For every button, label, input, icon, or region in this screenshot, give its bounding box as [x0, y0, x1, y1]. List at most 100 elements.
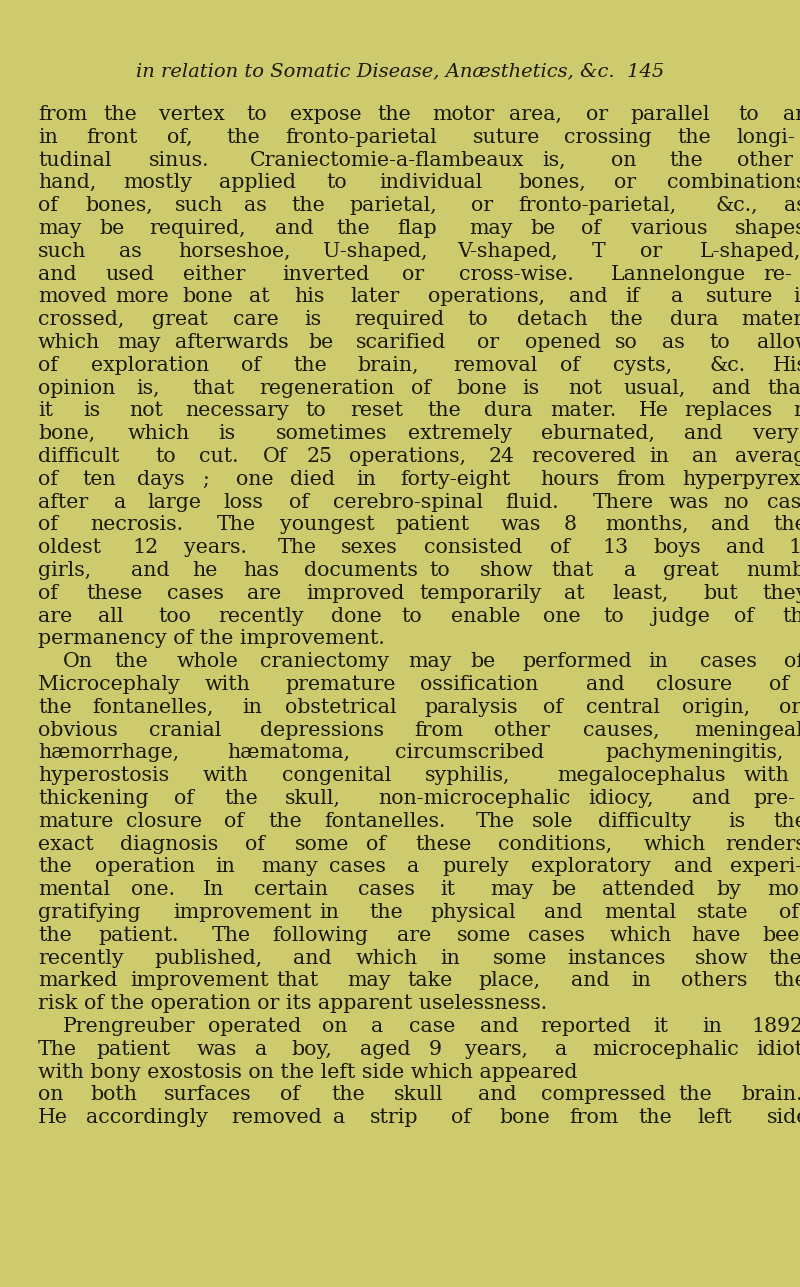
Text: a: a [254, 1040, 267, 1059]
Text: so: so [615, 333, 638, 353]
Text: the: the [114, 653, 148, 672]
Text: to: to [402, 606, 422, 625]
Text: patient: patient [96, 1040, 170, 1059]
Text: or: or [471, 196, 494, 215]
Text: of: of [245, 834, 265, 853]
Text: mater.: mater. [550, 402, 617, 421]
Text: of: of [542, 698, 562, 717]
Text: more: more [115, 287, 169, 306]
Text: great: great [152, 310, 207, 329]
Text: and: and [131, 561, 170, 580]
Text: and: and [586, 674, 625, 694]
Text: obvious: obvious [38, 721, 118, 740]
Text: and: and [692, 789, 730, 808]
Text: on: on [38, 1085, 63, 1104]
Text: suture: suture [473, 127, 541, 147]
Text: in: in [38, 127, 58, 147]
Text: instances: instances [567, 949, 666, 968]
Text: of: of [581, 219, 601, 238]
Text: of: of [779, 903, 799, 921]
Text: be: be [552, 880, 577, 900]
Text: girls,: girls, [38, 561, 91, 580]
Text: cases: cases [329, 857, 386, 876]
Text: which: which [38, 333, 100, 353]
Text: allow: allow [757, 333, 800, 353]
Text: as: as [118, 242, 142, 261]
Text: applied: applied [219, 174, 296, 192]
Text: which: which [610, 925, 672, 945]
Text: too: too [158, 606, 190, 625]
Text: necessary: necessary [185, 402, 289, 421]
Text: skull,: skull, [285, 789, 341, 808]
Text: are: are [38, 606, 72, 625]
Text: the: the [226, 127, 260, 147]
Text: it: it [654, 1017, 668, 1036]
Text: The: The [278, 538, 318, 557]
Text: of: of [38, 355, 58, 375]
Text: take: take [407, 972, 453, 991]
Text: In: In [203, 880, 225, 900]
Text: On: On [63, 653, 93, 672]
Text: documents: documents [304, 561, 418, 580]
Text: may: may [38, 219, 82, 238]
Text: paralysis: paralysis [425, 698, 518, 717]
Text: in: in [441, 949, 461, 968]
Text: very: very [753, 425, 798, 443]
Text: of: of [411, 378, 431, 398]
Text: and: and [544, 903, 582, 921]
Text: sometimes: sometimes [276, 425, 387, 443]
Text: with: with [205, 674, 250, 694]
Text: scarified: scarified [355, 333, 446, 353]
Text: closure: closure [657, 674, 733, 694]
Text: accordingly: accordingly [86, 1108, 208, 1127]
Text: one.: one. [131, 880, 175, 900]
Text: bone: bone [456, 378, 507, 398]
Text: idiocy,: idiocy, [588, 789, 654, 808]
Text: the: the [774, 972, 800, 991]
Text: front: front [86, 127, 138, 147]
Text: at: at [249, 287, 270, 306]
Text: case: case [410, 1017, 456, 1036]
Text: in: in [356, 470, 376, 489]
Text: physical: physical [430, 903, 515, 921]
Text: average: average [735, 447, 800, 466]
Text: in: in [631, 972, 651, 991]
Text: be: be [470, 653, 496, 672]
Text: recently: recently [38, 949, 124, 968]
Text: brain,: brain, [358, 355, 419, 375]
Text: He: He [38, 1108, 68, 1127]
Text: at: at [564, 584, 585, 602]
Text: experi-: experi- [730, 857, 800, 876]
Text: one: one [236, 470, 274, 489]
Text: replaces: replaces [684, 402, 772, 421]
Text: the: the [638, 1108, 672, 1127]
Text: congenital: congenital [282, 766, 391, 785]
Text: fronto-parietal: fronto-parietal [286, 127, 438, 147]
Text: or: or [478, 333, 500, 353]
Text: exact: exact [38, 834, 94, 853]
Text: to: to [326, 174, 346, 192]
Text: sinus.: sinus. [150, 151, 210, 170]
Text: a: a [670, 287, 683, 306]
Text: they: they [762, 584, 800, 602]
Text: the: the [769, 949, 800, 968]
Text: flap: flap [398, 219, 437, 238]
Text: ossification: ossification [420, 674, 538, 694]
Text: and: and [275, 219, 314, 238]
Text: removed: removed [231, 1108, 322, 1127]
Text: as: as [244, 196, 266, 215]
Text: left: left [698, 1108, 732, 1127]
Text: show: show [480, 561, 534, 580]
Text: The: The [38, 1040, 77, 1059]
Text: an: an [692, 447, 718, 466]
Text: case: case [767, 493, 800, 512]
Text: is: is [794, 287, 800, 306]
Text: loss: loss [224, 493, 263, 512]
Text: from: from [616, 470, 666, 489]
Text: strip: strip [370, 1108, 419, 1127]
Text: cases: cases [528, 925, 585, 945]
Text: he: he [193, 561, 218, 580]
Text: the: the [610, 310, 643, 329]
Text: the: the [678, 1085, 712, 1104]
Text: exploratory: exploratory [531, 857, 651, 876]
